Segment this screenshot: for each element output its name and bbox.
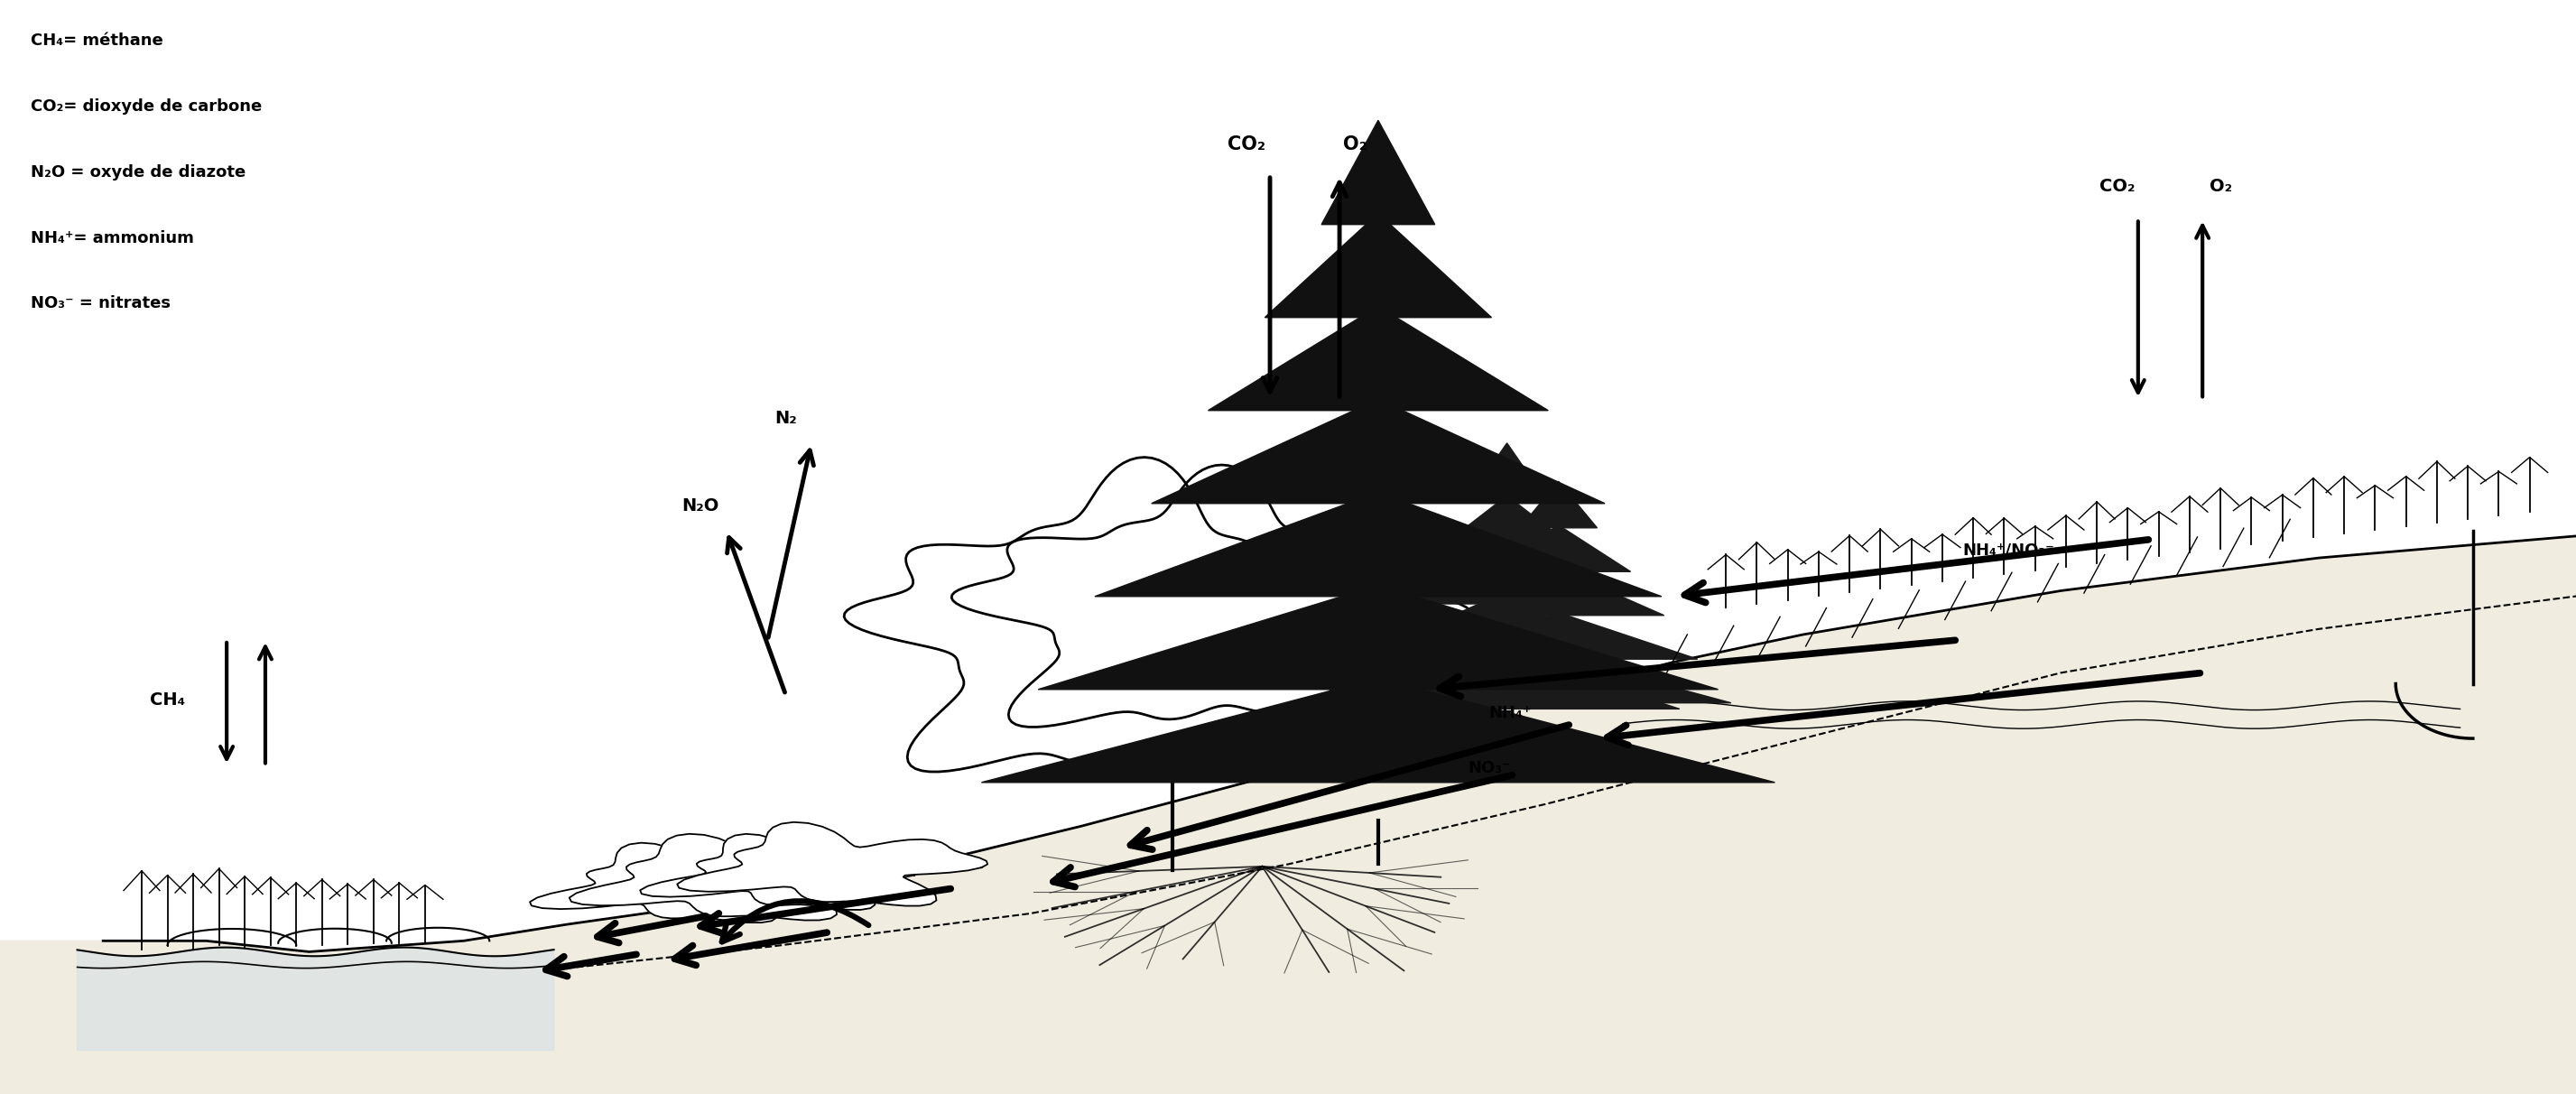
Polygon shape (1401, 548, 1613, 604)
Polygon shape (569, 834, 889, 920)
Polygon shape (1038, 585, 1718, 689)
Polygon shape (1419, 613, 1698, 659)
Polygon shape (845, 457, 1473, 771)
Polygon shape (1386, 656, 1731, 703)
Text: NH₄⁺/NO₃⁻: NH₄⁺/NO₃⁻ (1963, 543, 2056, 558)
Text: N₂O = oxyde de diazote: N₂O = oxyde de diazote (31, 164, 245, 181)
Polygon shape (981, 678, 1775, 782)
Text: N₂O: N₂O (683, 497, 719, 514)
Polygon shape (1453, 569, 1664, 615)
Polygon shape (641, 834, 920, 910)
Text: NH₄⁺: NH₄⁺ (1489, 706, 1533, 721)
Polygon shape (677, 822, 987, 906)
Text: NH₄⁺= ammonium: NH₄⁺= ammonium (31, 230, 193, 246)
Polygon shape (1368, 601, 1646, 656)
Polygon shape (951, 465, 1517, 728)
Polygon shape (77, 947, 554, 1050)
Text: NO₃⁻: NO₃⁻ (1468, 760, 1512, 776)
Polygon shape (1334, 653, 1680, 709)
Text: CH₄= méthane: CH₄= méthane (31, 33, 162, 49)
Polygon shape (1486, 525, 1631, 571)
Text: CO₂: CO₂ (2099, 177, 2136, 195)
Text: NO₃⁻ = nitrates: NO₃⁻ = nitrates (31, 295, 170, 312)
Text: CH₄: CH₄ (149, 691, 185, 709)
Polygon shape (1321, 120, 1435, 224)
Text: O₂: O₂ (1342, 135, 1368, 153)
Polygon shape (1435, 496, 1579, 551)
Polygon shape (1095, 492, 1662, 596)
Text: CO₂: CO₂ (1229, 135, 1265, 153)
Text: O₂: O₂ (2210, 177, 2231, 195)
Polygon shape (1520, 481, 1597, 528)
Text: N₂: N₂ (775, 409, 796, 427)
Polygon shape (1265, 213, 1492, 317)
Polygon shape (0, 536, 2576, 1094)
Polygon shape (1208, 306, 1548, 410)
Polygon shape (531, 842, 824, 922)
Polygon shape (1468, 443, 1546, 499)
Polygon shape (1151, 399, 1605, 503)
Text: CO₂= dioxyde de carbone: CO₂= dioxyde de carbone (31, 98, 263, 115)
